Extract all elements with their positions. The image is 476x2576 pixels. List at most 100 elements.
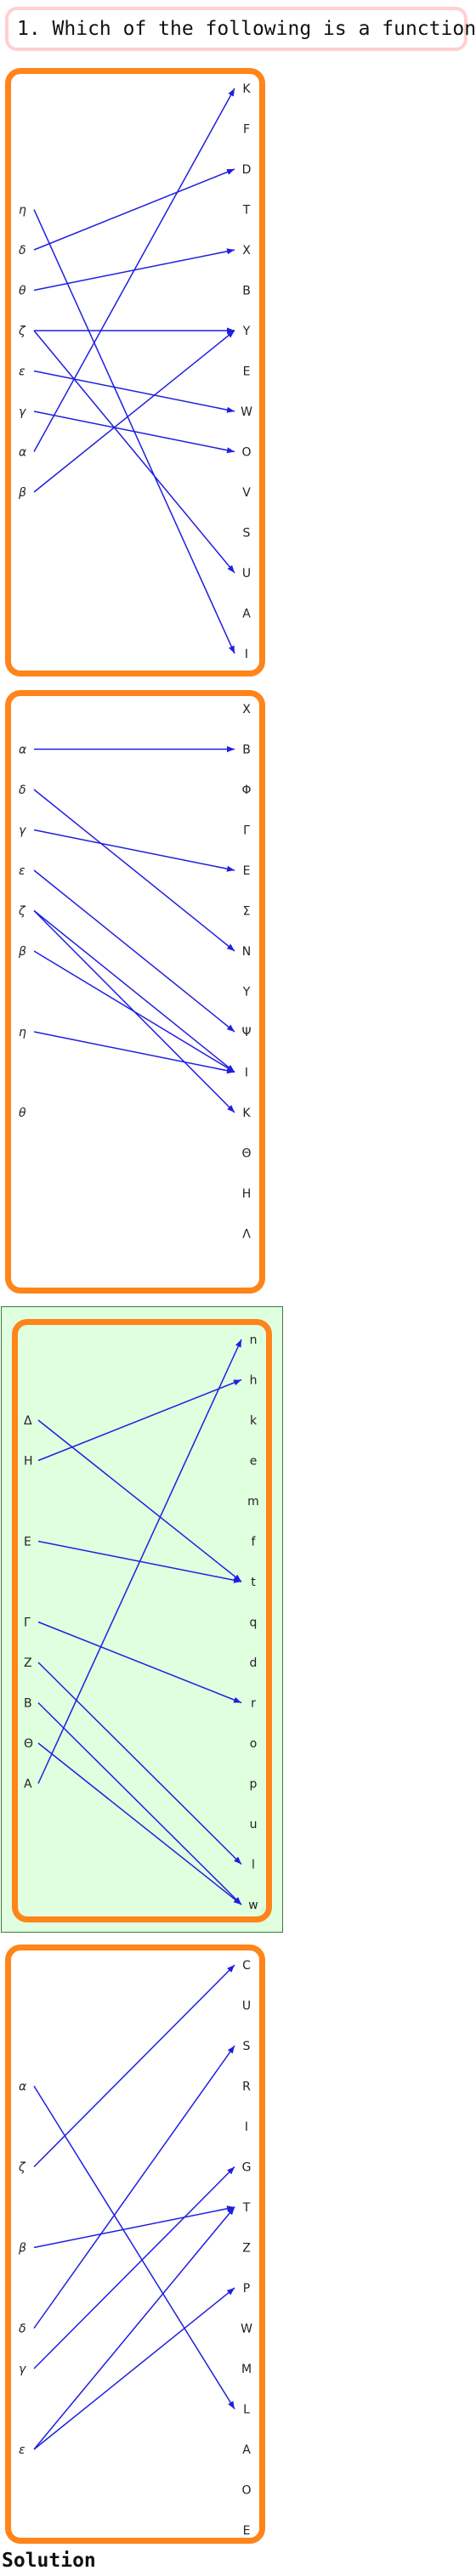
- codomain-label: R: [242, 2081, 251, 2094]
- codomain-label: e: [250, 1455, 258, 1469]
- codomain-label: S: [243, 527, 251, 541]
- domain-label: A: [24, 1778, 32, 1792]
- domain-label: Θ: [24, 1737, 33, 1751]
- codomain-label: P: [243, 2282, 250, 2296]
- domain-label: β: [18, 2242, 26, 2256]
- codomain-label: Θ: [241, 1147, 251, 1161]
- codomain-label: U: [242, 2000, 251, 2013]
- codomain-label: C: [242, 1959, 251, 1973]
- mapping-arrow: [33, 88, 235, 452]
- codomain-label: m: [247, 1495, 259, 1509]
- mapping-arrow: [33, 789, 235, 952]
- panel-1-frame: [5, 68, 265, 677]
- codomain-label: B: [242, 744, 251, 757]
- domain-label: γ: [19, 2363, 26, 2376]
- domain-label: θ: [19, 285, 26, 298]
- domain-label: B: [24, 1697, 32, 1711]
- domain-label: η: [19, 204, 26, 218]
- mapping-arrow: [33, 2287, 235, 2450]
- codomain-label: Φ: [241, 784, 251, 797]
- domain-label: ε: [19, 2443, 26, 2457]
- domain-label: δ: [19, 784, 26, 797]
- codomain-label: T: [242, 204, 251, 218]
- codomain-label: X: [242, 244, 251, 258]
- mapping-panel-2: X B Φ Γ E Σ N Y Ψ I K Θ H Λα δ γ ε ζ β η θ: [18, 703, 252, 1242]
- domain-label: α: [19, 446, 27, 460]
- panel-3-frame: [12, 1319, 272, 1922]
- codomain-label: d: [250, 1656, 258, 1670]
- mapping-panel-3: n h k e m f t q d r o p u l w Δ H E Γ Z B Θ A: [24, 1333, 259, 1912]
- mapping-arrow: [33, 2206, 235, 2450]
- domain-label: α: [19, 2081, 27, 2094]
- domain-label: β: [18, 945, 26, 959]
- mapping-arrow: [33, 829, 235, 872]
- panel-3-highlight: [1, 1306, 283, 1933]
- codomain-label: U: [242, 567, 251, 580]
- codomain-label: E: [243, 365, 251, 379]
- domain-label: ζ: [18, 905, 26, 919]
- mapping-arrow: [37, 1339, 242, 1784]
- mapping-arrow: [33, 330, 235, 493]
- codomain-label: Z: [242, 2242, 251, 2256]
- mapping-arrow: [37, 1662, 242, 1865]
- domain-label: η: [19, 1026, 26, 1039]
- mapping-arrow: [33, 410, 235, 454]
- codomain-label: l: [252, 1859, 255, 1872]
- mapping-arrow: [37, 1419, 242, 1582]
- codomain-label: f: [252, 1536, 257, 1549]
- mapping-arrow: [37, 1701, 242, 1905]
- codomain-label: X: [242, 703, 251, 716]
- codomain-label: k: [250, 1414, 258, 1428]
- codomain-label: o: [250, 1737, 258, 1751]
- mapping-arrow: [33, 330, 235, 574]
- codomain-label: F: [243, 123, 250, 137]
- mapping-arrow: [33, 2166, 235, 2369]
- codomain-label: I: [245, 2120, 248, 2134]
- codomain-label: Y: [242, 986, 251, 999]
- codomain-label: t: [251, 1576, 256, 1589]
- codomain-label: u: [250, 1818, 258, 1832]
- question-text: 1. Which of the following is a function:: [5, 7, 476, 51]
- codomain-label: Ψ: [241, 1026, 251, 1039]
- codomain-label: O: [241, 2484, 251, 2498]
- domain-label: Γ: [24, 1616, 31, 1630]
- codomain-label: E: [243, 2524, 251, 2538]
- domain-label: Δ: [24, 1414, 32, 1428]
- codomain-label: I: [245, 1067, 248, 1080]
- codomain-label: W: [241, 2323, 252, 2336]
- domain-label: ε: [19, 864, 26, 878]
- codomain-label: T: [242, 2201, 251, 2215]
- domain-label: δ: [19, 2323, 26, 2336]
- codomain-label: p: [250, 1778, 258, 1792]
- mapping-panel-4: C U S R I G T Z P W M L A O Eα ζ β δ γ ε: [18, 1959, 252, 2538]
- codomain-label: Γ: [243, 824, 250, 838]
- codomain-label: Σ: [243, 905, 251, 919]
- domain-label: H: [24, 1455, 33, 1469]
- codomain-label: A: [242, 608, 251, 621]
- domain-label: δ: [19, 244, 26, 258]
- domain-label: β: [18, 486, 26, 500]
- codomain-label: h: [250, 1374, 258, 1388]
- mapping-arrow: [33, 2045, 235, 2329]
- domain-label: Z: [24, 1656, 32, 1670]
- panel-4-frame: [5, 1945, 265, 2544]
- codomain-label: H: [242, 1187, 252, 1201]
- mapping-arrow: [33, 2205, 235, 2249]
- codomain-label: r: [251, 1697, 256, 1711]
- mapping-arrow: [37, 1379, 242, 1462]
- codomain-label: E: [243, 864, 251, 878]
- domain-label: ζ: [18, 325, 26, 338]
- codomain-label: A: [242, 2443, 251, 2457]
- mapping-arrow: [33, 168, 235, 251]
- panel-2-frame: [5, 690, 265, 1294]
- codomain-label: M: [241, 2363, 252, 2376]
- domain-label: γ: [19, 824, 26, 838]
- codomain-label: W: [241, 405, 252, 419]
- codomain-label: O: [241, 446, 251, 460]
- codomain-label: w: [248, 1899, 258, 1912]
- codomain-label: L: [243, 2403, 250, 2417]
- mapping-arrow: [33, 370, 235, 413]
- codomain-label: S: [243, 2040, 251, 2053]
- codomain-label: Λ: [242, 1228, 251, 1242]
- mapping-arrow: [37, 1621, 242, 1704]
